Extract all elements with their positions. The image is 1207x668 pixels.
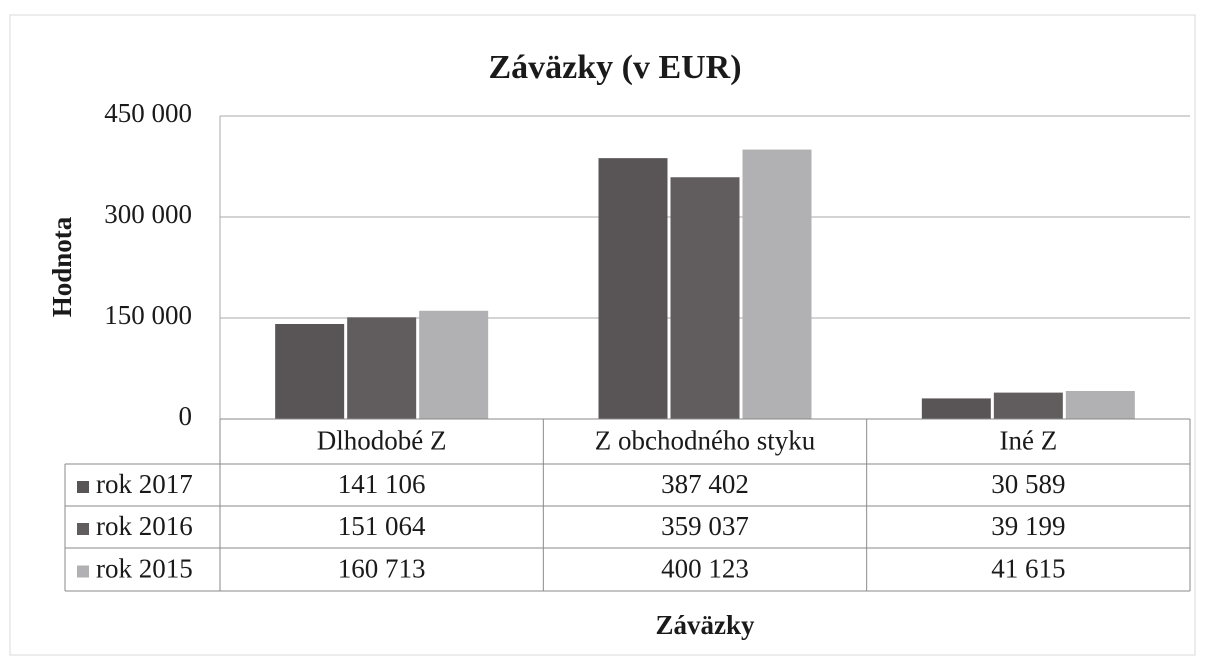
legend-swatch	[77, 523, 89, 535]
table-value: 39 199	[991, 511, 1065, 541]
bar	[275, 323, 345, 419]
y-tick-label: 150 000	[104, 300, 192, 330]
y-tick-label: 300 000	[104, 199, 192, 229]
bar	[347, 317, 417, 419]
table-value: 387 402	[661, 469, 749, 499]
table-value: 151 064	[338, 511, 426, 541]
y-tick-label: 0	[179, 401, 193, 431]
legend-label: rok 2017	[96, 469, 193, 499]
x-tick-label: Iné Z	[999, 426, 1057, 456]
x-tick-label: Dlhodobé Z	[317, 426, 447, 456]
bar	[1065, 390, 1135, 419]
bar	[670, 177, 740, 419]
table-value: 359 037	[661, 511, 749, 541]
bar	[742, 149, 812, 419]
bar	[993, 392, 1063, 419]
y-tick-label: 450 000	[104, 98, 192, 128]
x-axis-label: Záväzky	[655, 610, 755, 640]
legend-label: rok 2016	[96, 511, 193, 541]
x-tick-label: Z obchodného styku	[595, 426, 816, 456]
bar	[921, 398, 991, 419]
legend-swatch	[77, 565, 89, 578]
table-value: 400 123	[661, 554, 749, 584]
table-value: 141 106	[338, 469, 426, 499]
legend-label: rok 2015	[96, 554, 193, 584]
chart-title: Záväzky (v EUR)	[488, 49, 741, 86]
table-value: 41 615	[991, 554, 1065, 584]
table-value: 160 713	[338, 554, 426, 584]
bar	[419, 310, 489, 419]
table-value: 30 589	[991, 469, 1065, 499]
legend-swatch	[77, 481, 89, 493]
y-axis-label: Hodnota	[47, 216, 77, 317]
bar	[598, 158, 668, 419]
